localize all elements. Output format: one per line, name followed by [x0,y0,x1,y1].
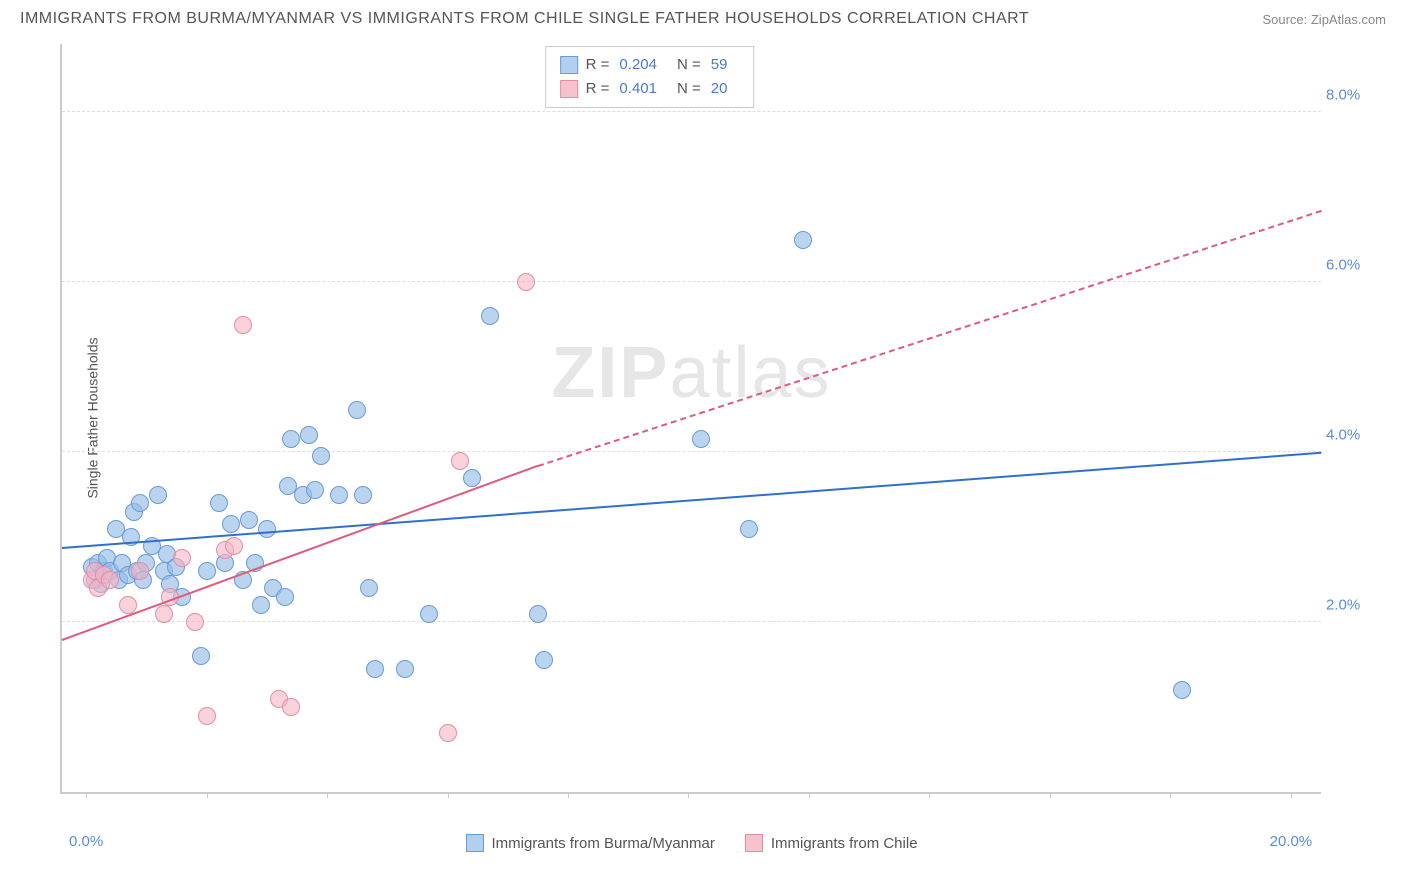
data-point-chile [517,273,535,291]
data-point-burma [463,469,481,487]
legend-r-label: R = [586,53,610,77]
data-point-chile [225,537,243,555]
stats-legend: R = 0.204 N = 59 R = 0.401 N = 20 [545,46,755,108]
x-tick-label: 0.0% [69,833,103,850]
data-point-burma [529,605,547,623]
trend-line-burma [62,452,1321,549]
data-point-burma [149,486,167,504]
watermark: ZIPatlas [551,332,831,414]
data-point-burma [240,511,258,529]
data-point-chile [173,549,191,567]
data-point-burma [282,430,300,448]
x-tick [207,792,208,798]
data-point-chile [198,707,216,725]
legend-n-value: 59 [711,53,728,77]
legend-n-label: N = [677,77,701,101]
data-point-chile [155,605,173,623]
data-point-burma [210,494,228,512]
data-point-chile [451,452,469,470]
data-point-chile [439,724,457,742]
data-point-burma [348,401,366,419]
x-tick [929,792,930,798]
x-tick [568,792,569,798]
gridline-h [62,111,1321,112]
legend-swatch [560,80,578,98]
y-tick-label: 8.0% [1326,87,1371,104]
data-point-chile [101,571,119,589]
x-tick [327,792,328,798]
series-legend: Immigrants from Burma/Myanmar Immigrants … [465,834,917,852]
data-point-burma [420,605,438,623]
legend-n-label: N = [677,53,701,77]
legend-r-value: 0.204 [619,53,657,77]
x-tick [1050,792,1051,798]
plot-area: Single Father Households ZIPatlas R = 0.2… [60,44,1321,794]
legend-swatch [745,834,763,852]
data-point-burma [354,486,372,504]
data-point-burma [330,486,348,504]
data-point-burma [312,447,330,465]
data-point-burma [252,596,270,614]
x-tick [1291,792,1292,798]
chart-container: Single Father Households ZIPatlas R = 0.2… [60,34,1376,834]
data-point-chile [186,613,204,631]
data-point-burma [535,651,553,669]
data-point-chile [131,562,149,580]
y-axis-label: Single Father Households [85,337,101,498]
data-point-burma [131,494,149,512]
x-tick [688,792,689,798]
y-tick-label: 2.0% [1326,597,1371,614]
source-label: Source: ZipAtlas.com [1262,12,1386,27]
stats-legend-row: R = 0.204 N = 59 [560,53,740,77]
data-point-burma [198,562,216,580]
legend-r-value: 0.401 [619,77,657,101]
legend-swatch [560,56,578,74]
x-tick [1170,792,1171,798]
data-point-burma [1173,681,1191,699]
legend-swatch [465,834,483,852]
series-legend-label: Immigrants from Chile [771,835,918,852]
data-point-burma [481,307,499,325]
series-legend-label: Immigrants from Burma/Myanmar [491,835,714,852]
gridline-h [62,281,1321,282]
legend-n-value: 20 [711,77,728,101]
data-point-burma [692,430,710,448]
x-tick-label: 20.0% [1270,833,1313,850]
chart-title: IMMIGRANTS FROM BURMA/MYANMAR VS IMMIGRA… [20,10,1029,28]
x-tick [448,792,449,798]
x-tick [809,792,810,798]
gridline-h [62,451,1321,452]
series-legend-item: Immigrants from Chile [745,834,918,852]
y-tick-label: 4.0% [1326,427,1371,444]
data-point-burma [740,520,758,538]
data-point-burma [360,579,378,597]
x-tick [86,792,87,798]
data-point-burma [366,660,384,678]
trend-line-dashed-chile [538,210,1322,467]
data-point-burma [276,588,294,606]
data-point-chile [282,698,300,716]
y-tick-label: 6.0% [1326,257,1371,274]
legend-r-label: R = [586,77,610,101]
data-point-burma [300,426,318,444]
series-legend-item: Immigrants from Burma/Myanmar [465,834,714,852]
data-point-burma [794,231,812,249]
stats-legend-row: R = 0.401 N = 20 [560,77,740,101]
data-point-burma [258,520,276,538]
data-point-burma [396,660,414,678]
gridline-h [62,621,1321,622]
data-point-burma [306,481,324,499]
data-point-chile [234,316,252,334]
data-point-burma [222,515,240,533]
data-point-burma [192,647,210,665]
